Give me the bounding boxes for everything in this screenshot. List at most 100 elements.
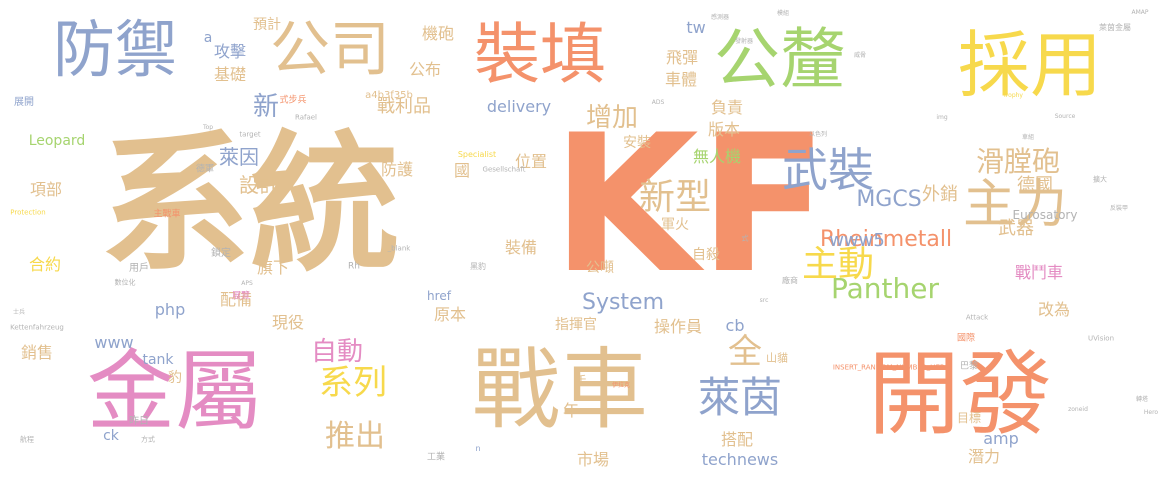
cloud-word-cjk-50: 項部 [29,180,63,199]
cloud-word-src-109: src [759,297,769,304]
cloud-word-cjk-72: 搭配 [720,430,754,449]
cloud-word-cjk-117: 黑豹 [470,262,486,271]
cloud-word-cjk-118: 廠商 [782,276,798,285]
cloud-word-cjk-13: 主動 [801,244,875,285]
cloud-word-cjk-61: 現役 [271,313,305,332]
cloud-word-cjk-71: 市場 [576,450,610,469]
cloud-word-source-101: Source [1054,113,1076,120]
cloud-word-cjk-75: 潛力 [967,447,1001,466]
cloud-word-rafael-92: Rafael [294,113,318,122]
cloud-word-cjk-38: 版本 [707,120,741,139]
cloud-word-cjk-63: 指揮官 [555,317,597,333]
cloud-word-cjk-3: 戰車 [471,338,649,441]
cloud-word-php-60: php [154,300,186,319]
cloud-word-cjk-89: 德軍 [195,164,215,175]
cloud-word-cjk-131: 數位化 [114,278,136,287]
cloud-word-cjk-11: 武裝 [782,143,874,197]
cloud-word-a4b3f35b-79: a4b3f35b [365,90,413,101]
cloud-word-cjk-36: 安裝 [623,135,651,151]
cloud-word-cjk-47: 武器 [998,218,1034,239]
cloud-word-uvision-100: UVision [1087,334,1115,343]
cloud-word-insert-random-number-here-98: INSERT_RANDOM_NUMBER_HERE [832,363,950,372]
cloud-word-cjk-8: 公司 [270,15,390,85]
cloud-word-cjk-48: 戰鬥車 [1014,263,1064,282]
cloud-word-cjk-121: 式 [741,234,749,243]
cloud-word-cjk-17: 推出 [325,419,385,454]
cloud-word-kettenfahrzeug-97: Kettenfahrzeug [10,323,64,332]
cloud-word-cjk-124: 轉塔 [1135,396,1149,403]
cloud-word-amap-103: AMAP [1131,9,1149,16]
cloud-word-cjk-41: 車體 [664,70,698,89]
cloud-word-cjk-35: 位置 [514,152,548,171]
cloud-word-cjk-52: 國 [453,161,471,180]
cloud-word-cjk-4: 金屬 [86,340,264,443]
cloud-word-cjk-58: 合約 [28,255,62,274]
cloud-word-cjk-113: 式步兵 [279,95,307,106]
cloud-word-cjk-84: 展開 [14,97,34,108]
cloud-word-cjk-51: 防護 [380,160,414,179]
cloud-word-cjk-134: 士兵 [12,309,26,316]
cloud-word-cjk-18: 滑膛砲 [975,145,1061,178]
cloud-word-trophy-102: Trophy [1003,92,1023,99]
cloud-word-cjk-57: 旗下 [256,258,290,277]
cloud-word-cjk-30: 攻擊 [213,42,247,61]
cloud-word-target-93: target [239,130,261,139]
cloud-word-cjk-16: 新型 [638,177,712,218]
cloud-word-cjk-39: 負責 [710,98,744,117]
cloud-word-panther-12: Panther [831,272,939,305]
cloud-word-cjk-40: 飛彈 [665,48,699,67]
cloud-word-cjk-31: 機砲 [421,24,455,43]
cloud-word-attack-99: Attack [965,313,989,322]
cloud-word-cjk-14: 系列 [319,363,387,403]
cloud-word-cjk-133: 模組 [776,10,790,17]
cloud-word-hero-104: Hero [1143,409,1159,416]
cloud-word-tw-42: tw [686,18,706,37]
cloud-word-cjk-69: 手 [574,374,588,388]
cloud-word-cjk-6: 公釐 [714,21,846,98]
cloud-word-cjk-53: 裝備 [504,238,538,257]
cloud-word-aps-106: APS [241,280,253,287]
cloud-word-n-112: n [475,444,481,453]
cloud-word-img-108: img [936,114,948,121]
cloud-word-cb-80: cb [725,316,745,335]
cloud-word-cjk-132: 感測器 [710,14,730,21]
cloud-word-cjk-54: 軍火 [661,217,689,233]
cloud-word-top-94: Top [202,124,214,131]
cloud-word-ck-77: ck [103,428,119,444]
cloud-word-kf-1: KF [551,94,829,315]
cloud-word-cjk-123: 航程 [20,435,34,444]
cloud-word-cjk-37: 無人機 [692,147,742,166]
cloud-word-cjk-125: 伊拉克 [611,382,631,389]
cloud-word-cjk-25: 萊因 [219,145,259,169]
cloud-word-cjk-85: 用戶 [129,263,149,274]
cloud-word-cjk-22: 全 [728,332,762,372]
cloud-word-gesellschaft-91: Gesellschaft [482,165,526,174]
cloud-word-cjk-130: 車組 [1021,134,1035,141]
cloud-word-rheinmetall-20: Rheinmetall [819,227,953,252]
cloud-word-cjk-88: 主戰車 [153,209,181,220]
cloud-word-cjk-7: 裝填 [474,16,606,93]
cloud-word-cjk-9: 防禦 [52,13,178,86]
cloud-word-cjk-10: 主力 [962,175,1068,235]
cloud-word-cjk-33: 公布 [408,60,442,79]
cloud-word-ads-107: ADS [651,99,665,106]
cloud-word-cjk-44: 外銷 [922,184,958,205]
cloud-word-cjk-68: 豹 [168,370,182,386]
cloud-word-cjk-87: 展覽 [231,291,251,302]
cloud-word-cjk-55: 自殺 [692,247,720,263]
cloud-word-cjk-120: 巴黎 [959,361,979,372]
cloud-word-cjk-78: 昨日 [129,416,149,427]
cloud-word-cjk-19: 增加 [585,103,639,133]
cloud-word-system-24: System [581,290,665,315]
cloud-word-a-110: a [203,30,213,46]
cloud-word-cjk-23: 自動 [310,337,364,367]
cloud-word-cjk-0: 系統 [99,118,401,292]
cloud-word-cjk-81: 山貓 [766,351,788,365]
cloud-word-cjk-70: 年 [562,401,580,420]
cloud-word-www-65: www [94,333,134,352]
cloud-word-cjk-116: 以色列 [808,131,828,138]
cloud-word-blank-96: _blank [387,244,411,253]
cloud-word-zoneid-105: zoneid [1068,406,1088,413]
cloud-word-cjk-127: 反裝甲 [1109,205,1129,212]
